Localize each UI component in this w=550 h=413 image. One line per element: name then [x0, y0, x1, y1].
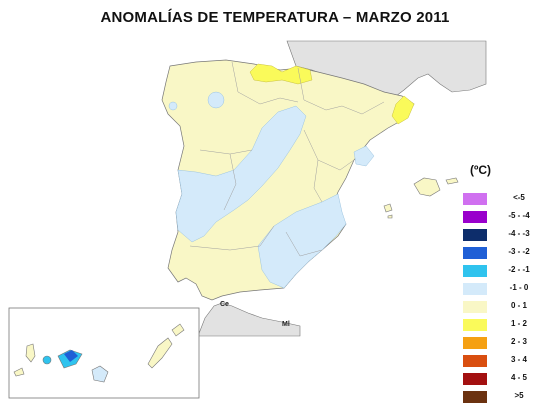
legend-label: >5 — [514, 391, 524, 400]
melilla-label: Ml — [282, 321, 290, 328]
canary-islands-inset — [8, 307, 200, 399]
la-gomera-island — [42, 355, 52, 365]
legend-item: 1 - 2 — [463, 316, 545, 334]
gran-canaria-island — [91, 365, 109, 383]
ibiza-island — [383, 203, 393, 213]
legend-item: 0 - 1 — [463, 298, 545, 316]
legend: <-5 -5 - -4 -4 - -3 -3 - -2 -2 - -1 -1 -… — [463, 190, 545, 406]
el-hierro-island — [13, 367, 25, 377]
legend-label: -3 - -2 — [508, 247, 530, 256]
map-title: ANOMALÍAS DE TEMPERATURA – MARZO 2011 — [100, 9, 450, 26]
legend-item: -4 - -3 — [463, 226, 545, 244]
lanzarote-island — [171, 323, 185, 337]
balearic-islands — [383, 177, 459, 219]
cold-zone-coast — [168, 101, 178, 111]
legend-label: 2 - 3 — [510, 337, 527, 346]
warm-zone-north-coast — [249, 63, 313, 85]
legend-label: 0 - 1 — [510, 301, 527, 310]
legend-swatch — [463, 391, 487, 403]
formentera-island — [387, 214, 393, 219]
legend-item: <-5 — [463, 190, 545, 208]
ceuta-label: Ce — [220, 301, 229, 308]
legend-item: 3 - 4 — [463, 352, 545, 370]
legend-swatch — [463, 373, 487, 385]
legend-swatch — [463, 247, 487, 259]
cold-anomaly-zones — [168, 91, 375, 289]
legend-item: -5 - -4 — [463, 208, 545, 226]
menorca-island — [445, 177, 459, 185]
legend-item: -1 - 0 — [463, 280, 545, 298]
legend-unit: (ºC) — [470, 163, 492, 177]
legend-item: 4 - 5 — [463, 370, 545, 388]
neighbouring-land — [197, 40, 487, 337]
legend-label: -5 - -4 — [508, 211, 530, 220]
legend-swatch — [463, 211, 487, 223]
warm-anomaly-zones — [249, 63, 415, 125]
cold-zone-southeast — [257, 193, 347, 289]
legend-label: <-5 — [513, 193, 525, 202]
tenerife-center — [64, 350, 78, 362]
legend-item: >5 — [463, 388, 545, 406]
legend-label: -1 - 0 — [509, 283, 529, 292]
legend-item: -2 - -1 — [463, 262, 545, 280]
la-palma-island — [25, 343, 36, 363]
legend-swatch — [463, 283, 487, 295]
legend-swatch — [463, 337, 487, 349]
legend-swatch — [463, 355, 487, 367]
legend-item: 2 - 3 — [463, 334, 545, 352]
legend-swatch — [463, 265, 487, 277]
warm-zone-catalonia — [391, 95, 415, 125]
legend-label: -2 - -1 — [508, 265, 530, 274]
legend-swatch — [463, 193, 487, 205]
africa-land — [197, 302, 301, 337]
legend-label: 3 - 4 — [510, 355, 527, 364]
legend-swatch — [463, 229, 487, 241]
cold-zone-valencia — [353, 145, 375, 167]
fuerteventura-island — [147, 337, 173, 369]
legend-item: -3 - -2 — [463, 244, 545, 262]
legend-label: 1 - 2 — [510, 319, 527, 328]
legend-label: 4 - 5 — [510, 373, 527, 382]
mallorca-island — [413, 177, 441, 197]
region-borders — [189, 61, 385, 257]
legend-swatch — [463, 319, 487, 331]
legend-swatch — [463, 301, 487, 313]
cold-zone-central — [175, 105, 307, 243]
cold-zone-galicia — [207, 91, 225, 109]
legend-label: -4 - -3 — [508, 229, 530, 238]
